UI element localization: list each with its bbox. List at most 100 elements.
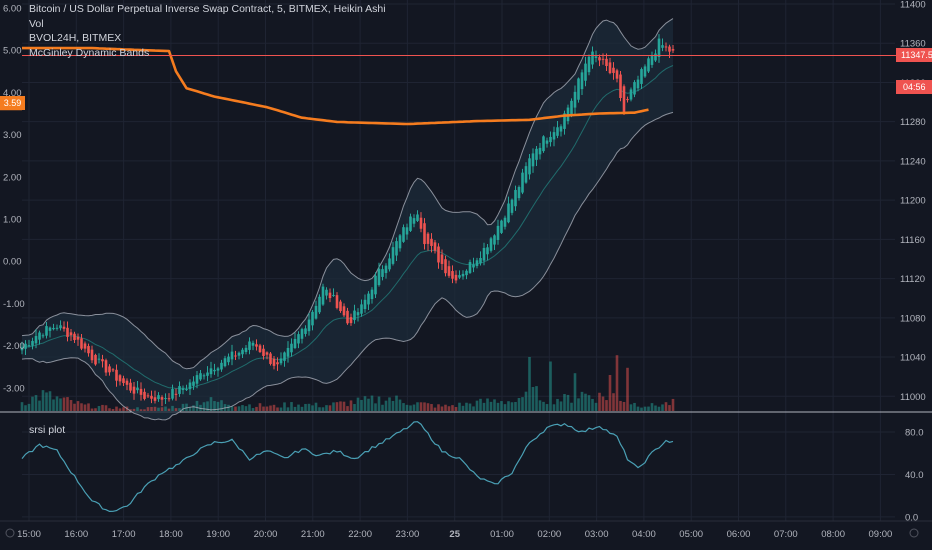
volume-bar	[62, 397, 66, 411]
srsi-tick-label: 0.0	[905, 512, 918, 523]
volume-bar	[391, 400, 395, 411]
candle-body	[640, 69, 643, 84]
candle-body	[356, 312, 360, 316]
candle-body	[605, 58, 608, 67]
candle-body	[465, 270, 468, 276]
legend-mcginley-bands[interactable]: McGinley Dynamic Bands	[29, 46, 150, 59]
volume-bar	[328, 405, 332, 411]
volume-bar	[514, 401, 517, 411]
volume-bar	[426, 403, 430, 411]
volume-bar	[265, 406, 269, 411]
volume-bar	[195, 400, 199, 411]
volume-bar	[272, 404, 276, 411]
volume-bar	[94, 408, 97, 411]
volume-bar	[237, 406, 241, 411]
volume-bar	[395, 395, 398, 411]
candle-body	[332, 294, 335, 296]
candle-body	[108, 366, 111, 373]
candle-body	[619, 74, 622, 98]
srsi-tick-label: 40.0	[905, 470, 924, 481]
volume-bar	[440, 406, 444, 411]
candle-body	[342, 306, 346, 316]
time-axis[interactable]: 15:00 16:00 17:00 18:00 19:00 20:00 21:00 22:00…	[17, 529, 892, 540]
candle-body	[262, 348, 265, 356]
volume-bar	[444, 404, 447, 411]
time-tick-label: 20:00	[254, 529, 278, 540]
time-tick-label: 19:00	[206, 529, 230, 540]
candle-body	[80, 338, 83, 349]
candle-body	[402, 227, 405, 242]
volume-bar	[342, 401, 346, 411]
volume-bar	[437, 404, 440, 411]
legend-bvol24h[interactable]: BVOL24H, BITMEX	[29, 32, 122, 45]
price-tick-label: 11280	[900, 117, 926, 128]
volume-bar	[150, 406, 153, 411]
volume-bar	[115, 406, 118, 411]
candle-body	[311, 311, 314, 326]
volume-bar	[31, 396, 34, 411]
candle-body	[377, 268, 381, 286]
legend-vol[interactable]: Vol	[29, 17, 44, 30]
candle-body	[297, 334, 300, 344]
candle-body	[157, 395, 160, 400]
candle-body	[209, 368, 213, 375]
candle-body	[41, 335, 45, 337]
volume-bar	[503, 404, 507, 411]
volume-bar	[318, 407, 321, 411]
candle-body	[591, 51, 594, 65]
volume-bar	[577, 398, 580, 411]
volume-bar	[59, 398, 62, 411]
candle-body	[321, 286, 325, 305]
symbol-title[interactable]: Bitcoin / US Dollar Perpetual Inverse Sw…	[29, 3, 386, 15]
candle-body	[38, 332, 41, 340]
time-tick-label: 06:00	[727, 529, 751, 540]
time-tick-label: 15:00	[17, 529, 41, 540]
scroll-left-icon[interactable]	[5, 528, 15, 538]
volume-bar	[356, 397, 360, 411]
settings-icon[interactable]	[909, 528, 919, 538]
volume-bar	[192, 405, 195, 411]
candle-body	[440, 254, 444, 264]
candle-body	[304, 328, 307, 334]
candle-body	[353, 310, 356, 321]
volume-bar	[339, 401, 342, 411]
candle-body	[535, 148, 538, 160]
bvol-tick-label: -3.00	[3, 383, 25, 394]
candle-body	[409, 216, 412, 231]
srsi-legend[interactable]: srsi plot	[29, 424, 66, 436]
volume-bar	[671, 398, 675, 411]
chart-legend: Bitcoin / US Dollar Perpetual Inverse Sw…	[29, 2, 386, 60]
volume-bar	[398, 399, 402, 411]
srsi-axis[interactable]: 0.0 40.0 80.0	[905, 428, 924, 524]
bvol-tick-label: 3.00	[3, 130, 22, 141]
volume-bar	[412, 404, 416, 411]
volume-bar	[181, 403, 185, 411]
time-tick-label: 25	[449, 529, 460, 540]
candle-body	[531, 153, 535, 167]
candle-body	[62, 326, 66, 329]
candle-body	[318, 296, 321, 313]
volume-bar	[286, 407, 290, 411]
time-tick-label: 21:00	[301, 529, 325, 540]
volume-bar	[104, 405, 108, 411]
candle-body	[122, 378, 125, 384]
candle-body	[349, 317, 353, 324]
candle-body	[594, 56, 598, 59]
candle-body	[199, 373, 202, 380]
volume-bar	[325, 405, 328, 411]
volume-bar	[321, 407, 325, 411]
volume-bar	[304, 403, 307, 411]
volume-bar	[311, 405, 314, 411]
volume-bar	[430, 404, 433, 411]
volume-bar	[535, 386, 538, 411]
volume-bar	[636, 406, 640, 411]
candle-body	[136, 387, 139, 391]
candle-body	[433, 242, 437, 251]
left-bvol-axis[interactable]: -3.00 -2.00 -1.00 0.00 1.00 2.00 3.00 4.00 5.00 6…	[3, 4, 25, 395]
volume-bar	[136, 407, 139, 411]
candle-body	[496, 225, 500, 240]
volume-bar	[521, 397, 524, 411]
bvol-tick-label: 1.00	[3, 214, 22, 225]
volume-bar	[262, 406, 265, 411]
